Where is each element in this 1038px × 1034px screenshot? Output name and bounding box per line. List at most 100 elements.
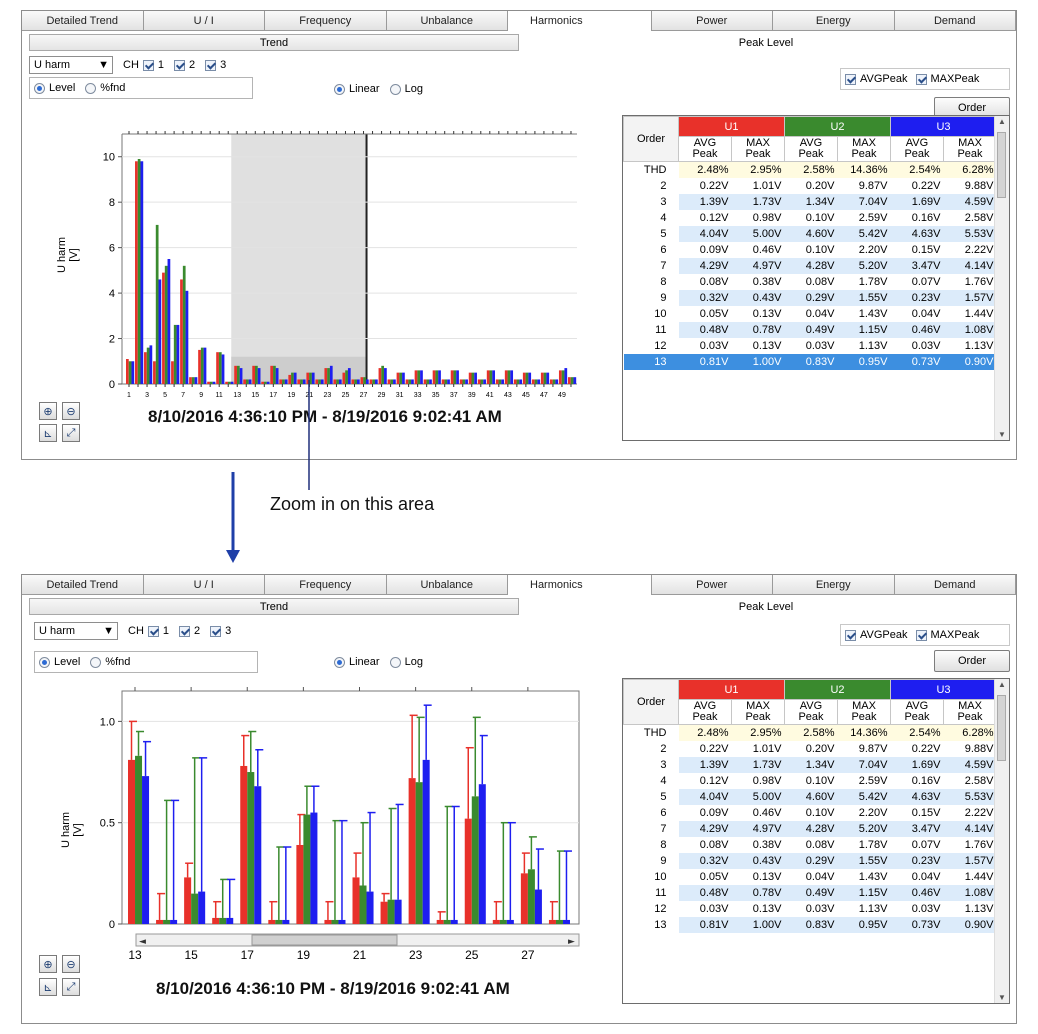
tab-power[interactable]: Power xyxy=(651,575,773,595)
subtab-trend[interactable]: Trend xyxy=(29,34,519,51)
table-row[interactable]: 6 0.09V 0.46V 0.10V 2.20V 0.15V 2.22V xyxy=(623,805,997,821)
y-tick-label: 0 xyxy=(109,379,115,391)
bar-u3 xyxy=(158,279,162,384)
tab-u-i[interactable]: U / I xyxy=(143,575,265,595)
maxpeak-checkbox[interactable] xyxy=(915,73,927,85)
log-radio[interactable] xyxy=(389,656,401,668)
fnd-radio[interactable] xyxy=(90,656,102,668)
tab-energy[interactable]: Energy xyxy=(773,11,895,31)
table-row[interactable]: 6 0.09V 0.46V 0.10V 2.20V 0.15V 2.22V xyxy=(623,242,997,258)
fnd-radio[interactable] xyxy=(85,82,97,94)
auto-scale-icon[interactable]: ⊾ xyxy=(39,978,57,996)
scroll-up-icon[interactable]: ▲ xyxy=(998,680,1006,689)
scroll-thumb[interactable] xyxy=(997,695,1006,761)
tab-frequency[interactable]: Frequency xyxy=(265,575,387,595)
ch2-checkbox[interactable] xyxy=(174,59,186,71)
harmonics-bar-chart-zoomed[interactable]: 0 0.5 1.0 ◄ ► 13 15 17 19 21 23 25 27 xyxy=(82,681,582,971)
maxpeak-checkbox[interactable] xyxy=(915,629,927,641)
fit-all-icon[interactable]: ⤢ xyxy=(62,424,80,442)
table-row[interactable]: 11 0.48V 0.78V 0.49V 1.15V 0.46V 1.08V xyxy=(623,885,997,901)
ch3-checkbox[interactable] xyxy=(205,59,217,71)
table-row[interactable]: 10 0.05V 0.13V 0.04V 1.43V 0.04V 1.44V xyxy=(623,869,997,885)
table-row[interactable]: 5 4.04V 5.00V 4.60V 5.42V 4.63V 5.53V xyxy=(623,789,997,805)
table-row[interactable]: 2 0.22V 1.01V 0.20V 9.87V 0.22V 9.88V xyxy=(623,741,997,757)
scroll-down-icon[interactable]: ▼ xyxy=(998,430,1006,439)
table-row[interactable]: 12 0.03V 0.13V 0.03V 1.13V 0.03V 1.13V xyxy=(623,901,997,917)
value-cell: 0.22V xyxy=(678,178,732,194)
ch2-checkbox[interactable] xyxy=(179,625,191,637)
order-button[interactable]: Order xyxy=(934,650,1010,672)
zoom-out-icon[interactable]: ⊖ xyxy=(62,955,80,973)
table-row[interactable]: 11 0.48V 0.78V 0.49V 1.15V 0.46V 1.08V xyxy=(623,322,997,338)
table-row[interactable]: 2 0.22V 1.01V 0.20V 9.87V 0.22V 9.88V xyxy=(623,178,997,194)
scroll-up-icon[interactable]: ▲ xyxy=(998,117,1006,126)
table-row[interactable]: 7 4.29V 4.97V 4.28V 5.20V 3.47V 4.14V xyxy=(623,821,997,837)
tab-unbalance[interactable]: Unbalance xyxy=(386,575,508,595)
order-header[interactable]: Order xyxy=(623,679,679,725)
tab-harmonics[interactable]: Harmonics xyxy=(508,11,652,31)
bar-u3 xyxy=(310,812,318,924)
measure-select[interactable]: U harm ▼ xyxy=(29,56,113,74)
tab-power[interactable]: Power xyxy=(651,11,773,31)
table-row[interactable]: THD 2.48% 2.95% 2.58% 14.36% 2.54% 6.28% xyxy=(623,161,997,178)
scroll-down-icon[interactable]: ▼ xyxy=(998,993,1006,1002)
level-radio[interactable] xyxy=(39,656,50,668)
table-row[interactable]: 8 0.08V 0.38V 0.08V 1.78V 0.07V 1.76V xyxy=(623,274,997,290)
table-row[interactable]: 12 0.03V 0.13V 0.03V 1.13V 0.03V 1.13V xyxy=(623,338,997,354)
table-row[interactable]: 4 0.12V 0.98V 0.10V 2.59V 0.16V 2.58V xyxy=(623,773,997,789)
auto-scale-icon[interactable]: ⊾ xyxy=(39,424,57,442)
table-vscroll[interactable]: ▲ ▼ xyxy=(994,679,1009,1003)
ch1-checkbox[interactable] xyxy=(147,625,159,637)
table-row[interactable]: 5 4.04V 5.00V 4.60V 5.42V 4.63V 5.53V xyxy=(623,226,997,242)
table-row[interactable]: 8 0.08V 0.38V 0.08V 1.78V 0.07V 1.76V xyxy=(623,837,997,853)
level-radio[interactable] xyxy=(34,82,45,94)
tab-demand[interactable]: Demand xyxy=(894,575,1016,595)
zoom-out-icon[interactable]: ⊖ xyxy=(62,402,80,420)
table-row[interactable]: 13 0.81V 1.00V 0.83V 0.95V 0.73V 0.90V xyxy=(623,917,997,933)
bar-u2 xyxy=(372,379,376,384)
zoom-in-icon[interactable]: ⊕ xyxy=(39,955,57,973)
bar-u2 xyxy=(227,381,231,384)
tab-frequency[interactable]: Frequency xyxy=(265,11,387,31)
order-header[interactable]: Order xyxy=(623,116,679,162)
table-row[interactable]: 9 0.32V 0.43V 0.29V 1.55V 0.23V 1.57V xyxy=(623,853,997,869)
table-row[interactable]: 4 0.12V 0.98V 0.10V 2.59V 0.16V 2.58V xyxy=(623,210,997,226)
tab-detailed-trend[interactable]: Detailed Trend xyxy=(22,11,144,31)
table-row[interactable]: 3 1.39V 1.73V 1.34V 7.04V 1.69V 4.59V xyxy=(623,757,997,773)
linear-radio[interactable] xyxy=(334,83,345,95)
fit-all-icon[interactable]: ⤢ xyxy=(62,978,80,996)
bar-u2 xyxy=(363,377,366,384)
tab-energy[interactable]: Energy xyxy=(773,575,895,595)
value-cell: 0.03V xyxy=(784,338,838,354)
linear-radio[interactable] xyxy=(334,656,345,668)
table-row[interactable]: 7 4.29V 4.97V 4.28V 5.20V 3.47V 4.14V xyxy=(623,258,997,274)
measure-select[interactable]: U harm ▼ xyxy=(34,622,118,640)
subtab-peak-level[interactable]: Peak Level xyxy=(522,34,1010,51)
table-row[interactable]: 10 0.05V 0.13V 0.04V 1.43V 0.04V 1.44V xyxy=(623,306,997,322)
value-cell: 3.47V xyxy=(890,258,944,274)
table-row[interactable]: THD 2.48% 2.95% 2.58% 14.36% 2.54% 6.28% xyxy=(623,724,997,741)
zoom-in-icon[interactable]: ⊕ xyxy=(39,402,57,420)
ch1-checkbox[interactable] xyxy=(142,59,154,71)
scroll-thumb[interactable] xyxy=(997,132,1006,198)
tab-harmonics[interactable]: Harmonics xyxy=(508,575,652,595)
avgpeak-checkbox[interactable] xyxy=(845,629,856,641)
bar-u3 xyxy=(198,891,206,924)
tab-unbalance[interactable]: Unbalance xyxy=(386,11,508,31)
table-row[interactable]: 3 1.39V 1.73V 1.34V 7.04V 1.69V 4.59V xyxy=(623,194,997,210)
measure-select-value: U harm xyxy=(39,625,76,637)
log-radio[interactable] xyxy=(389,83,401,95)
value-cell: 1.43V xyxy=(837,306,891,322)
tab-detailed-trend[interactable]: Detailed Trend xyxy=(22,575,144,595)
subtab-peak-level[interactable]: Peak Level xyxy=(522,598,1010,615)
table-vscroll[interactable]: ▲ ▼ xyxy=(994,116,1009,440)
tab-demand[interactable]: Demand xyxy=(894,11,1016,31)
ch3-checkbox[interactable] xyxy=(210,625,222,637)
harmonics-bar-chart-overview[interactable]: 0246810135791113151719212325272931333537… xyxy=(82,129,582,404)
order-cell: 4 xyxy=(623,773,679,789)
tab-u-i[interactable]: U / I xyxy=(143,11,265,31)
table-row[interactable]: 9 0.32V 0.43V 0.29V 1.55V 0.23V 1.57V xyxy=(623,290,997,306)
table-row[interactable]: 13 0.81V 1.00V 0.83V 0.95V 0.73V 0.90V xyxy=(623,354,997,370)
subtab-trend[interactable]: Trend xyxy=(29,598,519,615)
avgpeak-checkbox[interactable] xyxy=(845,73,856,85)
